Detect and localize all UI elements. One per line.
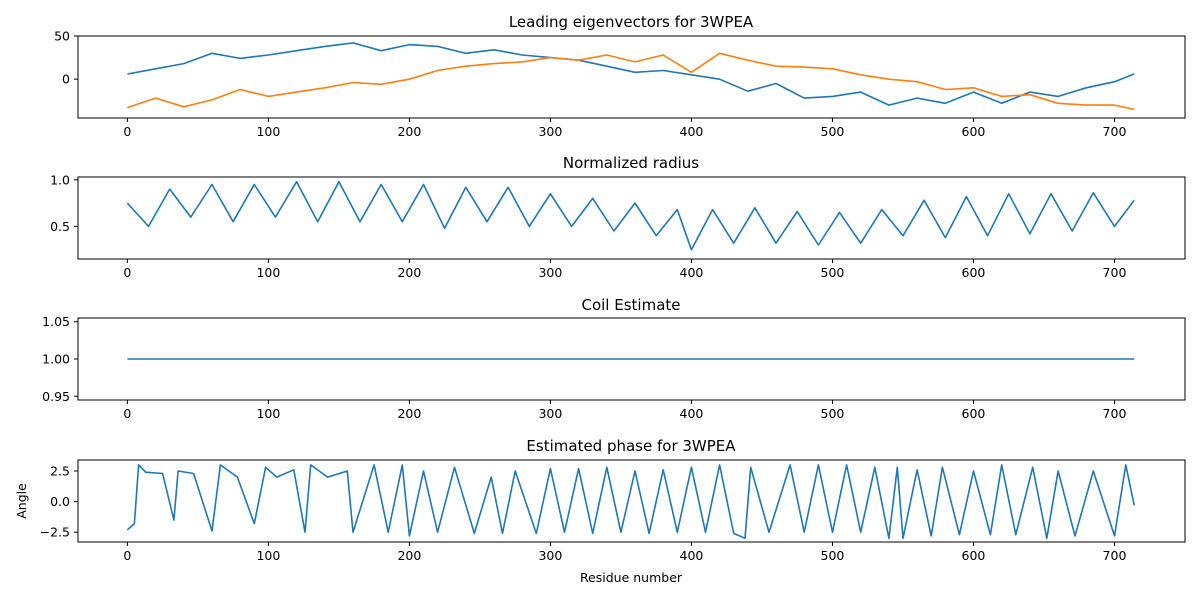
x-tick-label-eigenvectors-600: 600 <box>962 124 986 139</box>
y-tick-label-normalized-radius-0: 0.5 <box>50 219 70 234</box>
series-line-eigenvectors-2 <box>127 52 1135 111</box>
subplot-normalized-radius: Normalized radius 0 100 200 300 400 500 600 700… <box>50 154 1186 280</box>
x-tick-label-estimated-phase-300: 300 <box>538 548 562 563</box>
y-tick-label-coil-estimate-2: 1.05 <box>42 314 70 329</box>
x-tick-label-coil-estimate-200: 200 <box>397 406 421 421</box>
x-tick-label-estimated-phase-400: 400 <box>680 548 704 563</box>
x-tick-label-normalized-radius-400: 400 <box>680 265 704 280</box>
x-tick-label-normalized-radius-600: 600 <box>962 265 986 280</box>
plot-area-normalized-radius: 0 100 200 300 400 500 600 700 0.5 1.0 <box>50 172 1186 280</box>
title-estimated-phase: Estimated phase for 3WPEA <box>526 437 736 455</box>
y-tick-label-coil-estimate-1: 1.00 <box>42 352 70 367</box>
x-tick-label-estimated-phase-0: 0 <box>123 548 131 563</box>
y-tick-label-estimated-phase-2: 2.5 <box>50 464 70 479</box>
title-normalized-radius: Normalized radius <box>563 154 699 172</box>
x-tick-label-estimated-phase-600: 600 <box>962 548 986 563</box>
x-tick-label-eigenvectors-500: 500 <box>821 124 845 139</box>
x-tick-label-estimated-phase-200: 200 <box>397 548 421 563</box>
subplot-estimated-phase: Estimated phase for 3WPEA 0 100 200 300 400 5… <box>14 437 1186 585</box>
x-tick-label-estimated-phase-700: 700 <box>1103 548 1127 563</box>
y-tick-label-eigenvectors-1: 0 <box>62 72 70 87</box>
x-tick-label-eigenvectors-100: 100 <box>256 124 280 139</box>
axes-frame-estimated-phase <box>77 459 1186 543</box>
y-tick-label-estimated-phase-0: −2.5 <box>40 525 70 540</box>
series-line-estimated-phase-1 <box>126 464 1135 540</box>
x-tick-label-coil-estimate-700: 700 <box>1103 406 1127 421</box>
y-tick-label-estimated-phase-1: 0.0 <box>50 494 70 509</box>
y-tick-label-normalized-radius-1: 1.0 <box>50 172 70 187</box>
subplot-coil-estimate: Coil Estimate 0 100 200 300 400 500 600 700 0.95… <box>42 296 1186 421</box>
x-tick-label-eigenvectors-0: 0 <box>123 124 131 139</box>
axes-frame-eigenvectors <box>77 35 1186 119</box>
x-tick-label-coil-estimate-0: 0 <box>123 406 131 421</box>
x-tick-label-coil-estimate-300: 300 <box>538 406 562 421</box>
title-coil-estimate: Coil Estimate <box>581 296 680 314</box>
x-tick-label-normalized-radius-300: 300 <box>538 265 562 280</box>
axes-frame-normalized-radius <box>77 176 1186 260</box>
x-tick-label-estimated-phase-100: 100 <box>256 548 280 563</box>
x-tick-label-eigenvectors-200: 200 <box>397 124 421 139</box>
x-tick-label-eigenvectors-300: 300 <box>538 124 562 139</box>
series-line-eigenvectors-1 <box>127 42 1135 106</box>
x-tick-label-eigenvectors-700: 700 <box>1103 124 1127 139</box>
x-axis-label-residue-number: Residue number <box>580 570 683 585</box>
x-tick-label-coil-estimate-100: 100 <box>256 406 280 421</box>
series-line-normalized-radius-1 <box>126 180 1135 251</box>
y-tick-label-coil-estimate-0: 0.95 <box>42 389 70 404</box>
y-tick-label-eigenvectors-2: 50 <box>54 29 70 44</box>
x-tick-label-normalized-radius-200: 200 <box>397 265 421 280</box>
x-tick-label-coil-estimate-600: 600 <box>962 406 986 421</box>
x-tick-label-eigenvectors-400: 400 <box>680 124 704 139</box>
x-tick-label-estimated-phase-500: 500 <box>821 548 845 563</box>
x-tick-label-normalized-radius-100: 100 <box>256 265 280 280</box>
plot-area-eigenvectors: 0 100 200 300 400 500 600 700 0 50 <box>54 29 1186 139</box>
x-tick-label-normalized-radius-500: 500 <box>821 265 845 280</box>
x-tick-label-normalized-radius-0: 0 <box>123 265 131 280</box>
x-tick-label-coil-estimate-500: 500 <box>821 406 845 421</box>
subplot-eigenvectors: Leading eigenvectors for 3WPEA 0 100 200 30… <box>54 13 1186 139</box>
x-tick-label-coil-estimate-400: 400 <box>680 406 704 421</box>
plot-area-coil-estimate: 0 100 200 300 400 500 600 700 0.95 1.00 1.05 <box>42 314 1186 421</box>
x-tick-label-normalized-radius-700: 700 <box>1103 265 1127 280</box>
plot-area-estimated-phase: 0 100 200 300 400 500 600 700 −2.5 0.0 2.5 <box>40 459 1186 563</box>
y-axis-label-angle: Angle <box>14 483 29 519</box>
title-eigenvectors: Leading eigenvectors for 3WPEA <box>509 13 754 31</box>
